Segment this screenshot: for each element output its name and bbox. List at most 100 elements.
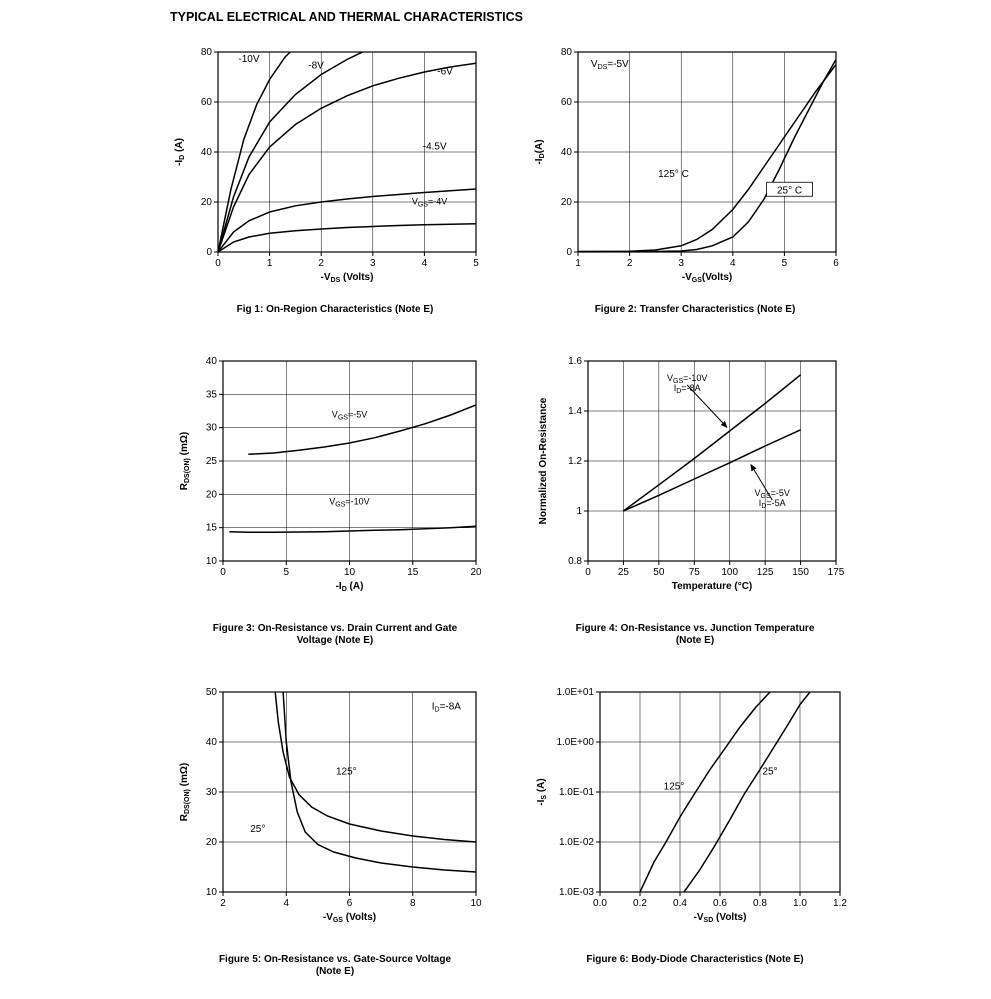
svg-text:1.0E-02: 1.0E-02 <box>559 837 594 848</box>
svg-text:-ID (A): -ID (A) <box>336 581 364 593</box>
fig6-caption: Figure 6: Body-Diode Characteristics (No… <box>586 954 803 967</box>
svg-text:125: 125 <box>757 567 774 578</box>
svg-text:1.0E+01: 1.0E+01 <box>556 687 594 698</box>
svg-text:-6V: -6V <box>437 67 453 78</box>
svg-text:0.4: 0.4 <box>673 898 687 909</box>
svg-text:0.8: 0.8 <box>753 898 767 909</box>
svg-text:2: 2 <box>627 258 633 269</box>
svg-text:0.8: 0.8 <box>568 556 582 567</box>
svg-text:3: 3 <box>370 258 376 269</box>
svg-text:5: 5 <box>283 567 289 578</box>
svg-text:4: 4 <box>283 898 289 909</box>
svg-text:4: 4 <box>730 258 736 269</box>
svg-text:40: 40 <box>561 147 573 158</box>
svg-text:125°: 125° <box>336 766 357 777</box>
svg-text:0.6: 0.6 <box>713 898 727 909</box>
fig1-caption: Fig 1: On-Region Characteristics (Note E… <box>237 304 434 317</box>
svg-text:-VGS(Volts): -VGS(Volts) <box>682 272 733 284</box>
svg-text:80: 80 <box>201 47 213 58</box>
fig1: 012345020406080-VDS (Volts)-ID (A)-10V-8… <box>170 42 500 317</box>
svg-text:15: 15 <box>407 567 419 578</box>
svg-text:75: 75 <box>689 567 701 578</box>
svg-text:2: 2 <box>220 898 226 909</box>
svg-text:0.2: 0.2 <box>633 898 647 909</box>
fig2-caption: Figure 2: Transfer Characteristics (Note… <box>595 304 796 317</box>
svg-text:40: 40 <box>206 356 218 367</box>
svg-text:20: 20 <box>206 837 218 848</box>
svg-text:1.2: 1.2 <box>568 456 582 467</box>
svg-text:8: 8 <box>410 898 416 909</box>
svg-text:0: 0 <box>206 247 212 258</box>
fig4: 02550751001251501750.811.21.41.6Temperat… <box>530 351 860 648</box>
fig4-caption: Figure 4: On-Resistance vs. Junction Tem… <box>576 623 815 648</box>
svg-text:25°: 25° <box>762 766 777 777</box>
svg-text:1.0E-01: 1.0E-01 <box>559 787 594 798</box>
fig5-caption: Figure 5: On-Resistance vs. Gate-Source … <box>219 954 451 979</box>
svg-text:-10V: -10V <box>238 54 259 65</box>
svg-text:0: 0 <box>566 247 572 258</box>
svg-text:35: 35 <box>206 389 218 400</box>
svg-text:-4.5V: -4.5V <box>423 142 447 153</box>
svg-text:20: 20 <box>206 489 218 500</box>
svg-text:1: 1 <box>576 506 582 517</box>
svg-text:25: 25 <box>618 567 630 578</box>
svg-text:10: 10 <box>470 898 482 909</box>
svg-text:2: 2 <box>318 258 324 269</box>
svg-text:10: 10 <box>344 567 356 578</box>
svg-text:1: 1 <box>267 258 273 269</box>
svg-text:0: 0 <box>220 567 226 578</box>
chart-grid: 012345020406080-VDS (Volts)-ID (A)-10V-8… <box>170 42 991 979</box>
page-title: TYPICAL ELECTRICAL AND THERMAL CHARACTER… <box>170 10 991 24</box>
svg-text:-8V: -8V <box>308 60 324 71</box>
svg-text:-VGS (Volts): -VGS (Volts) <box>323 912 376 924</box>
svg-text:-IS (A): -IS (A) <box>536 778 548 805</box>
svg-text:30: 30 <box>206 422 218 433</box>
svg-text:1: 1 <box>575 258 581 269</box>
svg-text:40: 40 <box>206 737 218 748</box>
svg-text:20: 20 <box>201 197 213 208</box>
svg-text:80: 80 <box>561 47 573 58</box>
svg-text:25: 25 <box>206 456 218 467</box>
svg-text:50: 50 <box>206 687 218 698</box>
svg-text:6: 6 <box>833 258 839 269</box>
svg-text:Temperature (°C): Temperature (°C) <box>672 581 753 592</box>
svg-text:6: 6 <box>347 898 353 909</box>
svg-text:ID=-8A: ID=-8A <box>432 701 462 713</box>
svg-text:5: 5 <box>782 258 788 269</box>
svg-text:RDS(ON) (mΩ): RDS(ON) (mΩ) <box>179 762 191 820</box>
svg-text:1.0: 1.0 <box>793 898 807 909</box>
svg-text:20: 20 <box>561 197 573 208</box>
svg-text:5: 5 <box>473 258 479 269</box>
svg-text:60: 60 <box>561 97 573 108</box>
svg-text:1.0E-03: 1.0E-03 <box>559 887 594 898</box>
svg-text:10: 10 <box>206 887 218 898</box>
svg-text:60: 60 <box>201 97 213 108</box>
svg-text:0: 0 <box>215 258 221 269</box>
fig5: 2 4 6 8 10 10 20 30 40 50 -VGS (Volts) RDS(ON) (mΩ)… <box>170 682 500 979</box>
svg-text:20: 20 <box>470 567 482 578</box>
svg-text:-ID(A): -ID(A) <box>534 139 546 164</box>
svg-text:25°: 25° <box>250 824 265 835</box>
svg-text:-VDS (Volts): -VDS (Volts) <box>321 272 374 284</box>
svg-text:1.4: 1.4 <box>568 406 582 417</box>
fig6: 0.00.20.40.60.81.01.21.0E-031.0E-021.0E-… <box>530 682 860 979</box>
fig3: 0 5 10 15 20 10 15 20 25 30 35 40 -ID (A) RDS(ON) (mΩ… <box>170 351 500 648</box>
svg-text:VDS=-5V: VDS=-5V <box>591 59 629 71</box>
fig3-caption: Figure 3: On-Resistance vs. Drain Curren… <box>213 623 458 648</box>
svg-text:VGS=-4V: VGS=-4V <box>412 197 447 209</box>
svg-text:25° C: 25° C <box>777 185 802 196</box>
svg-text:15: 15 <box>206 522 218 533</box>
svg-text:30: 30 <box>206 787 218 798</box>
svg-text:0.0: 0.0 <box>593 898 607 909</box>
svg-text:125° C: 125° C <box>658 169 689 180</box>
svg-text:RDS(ON) (mΩ): RDS(ON) (mΩ) <box>179 431 191 489</box>
svg-text:175: 175 <box>828 567 845 578</box>
svg-text:50: 50 <box>653 567 665 578</box>
svg-text:100: 100 <box>721 567 738 578</box>
svg-text:0: 0 <box>585 567 591 578</box>
fig2: 123456020406080-VGS(Volts)-ID(A)VDS=-5V1… <box>530 42 860 317</box>
svg-text:-VSD (Volts): -VSD (Volts) <box>694 912 747 924</box>
svg-text:VGS=-10VID=-8A: VGS=-10VID=-8A <box>667 373 707 395</box>
svg-text:125°: 125° <box>664 781 685 792</box>
svg-text:10: 10 <box>206 556 218 567</box>
